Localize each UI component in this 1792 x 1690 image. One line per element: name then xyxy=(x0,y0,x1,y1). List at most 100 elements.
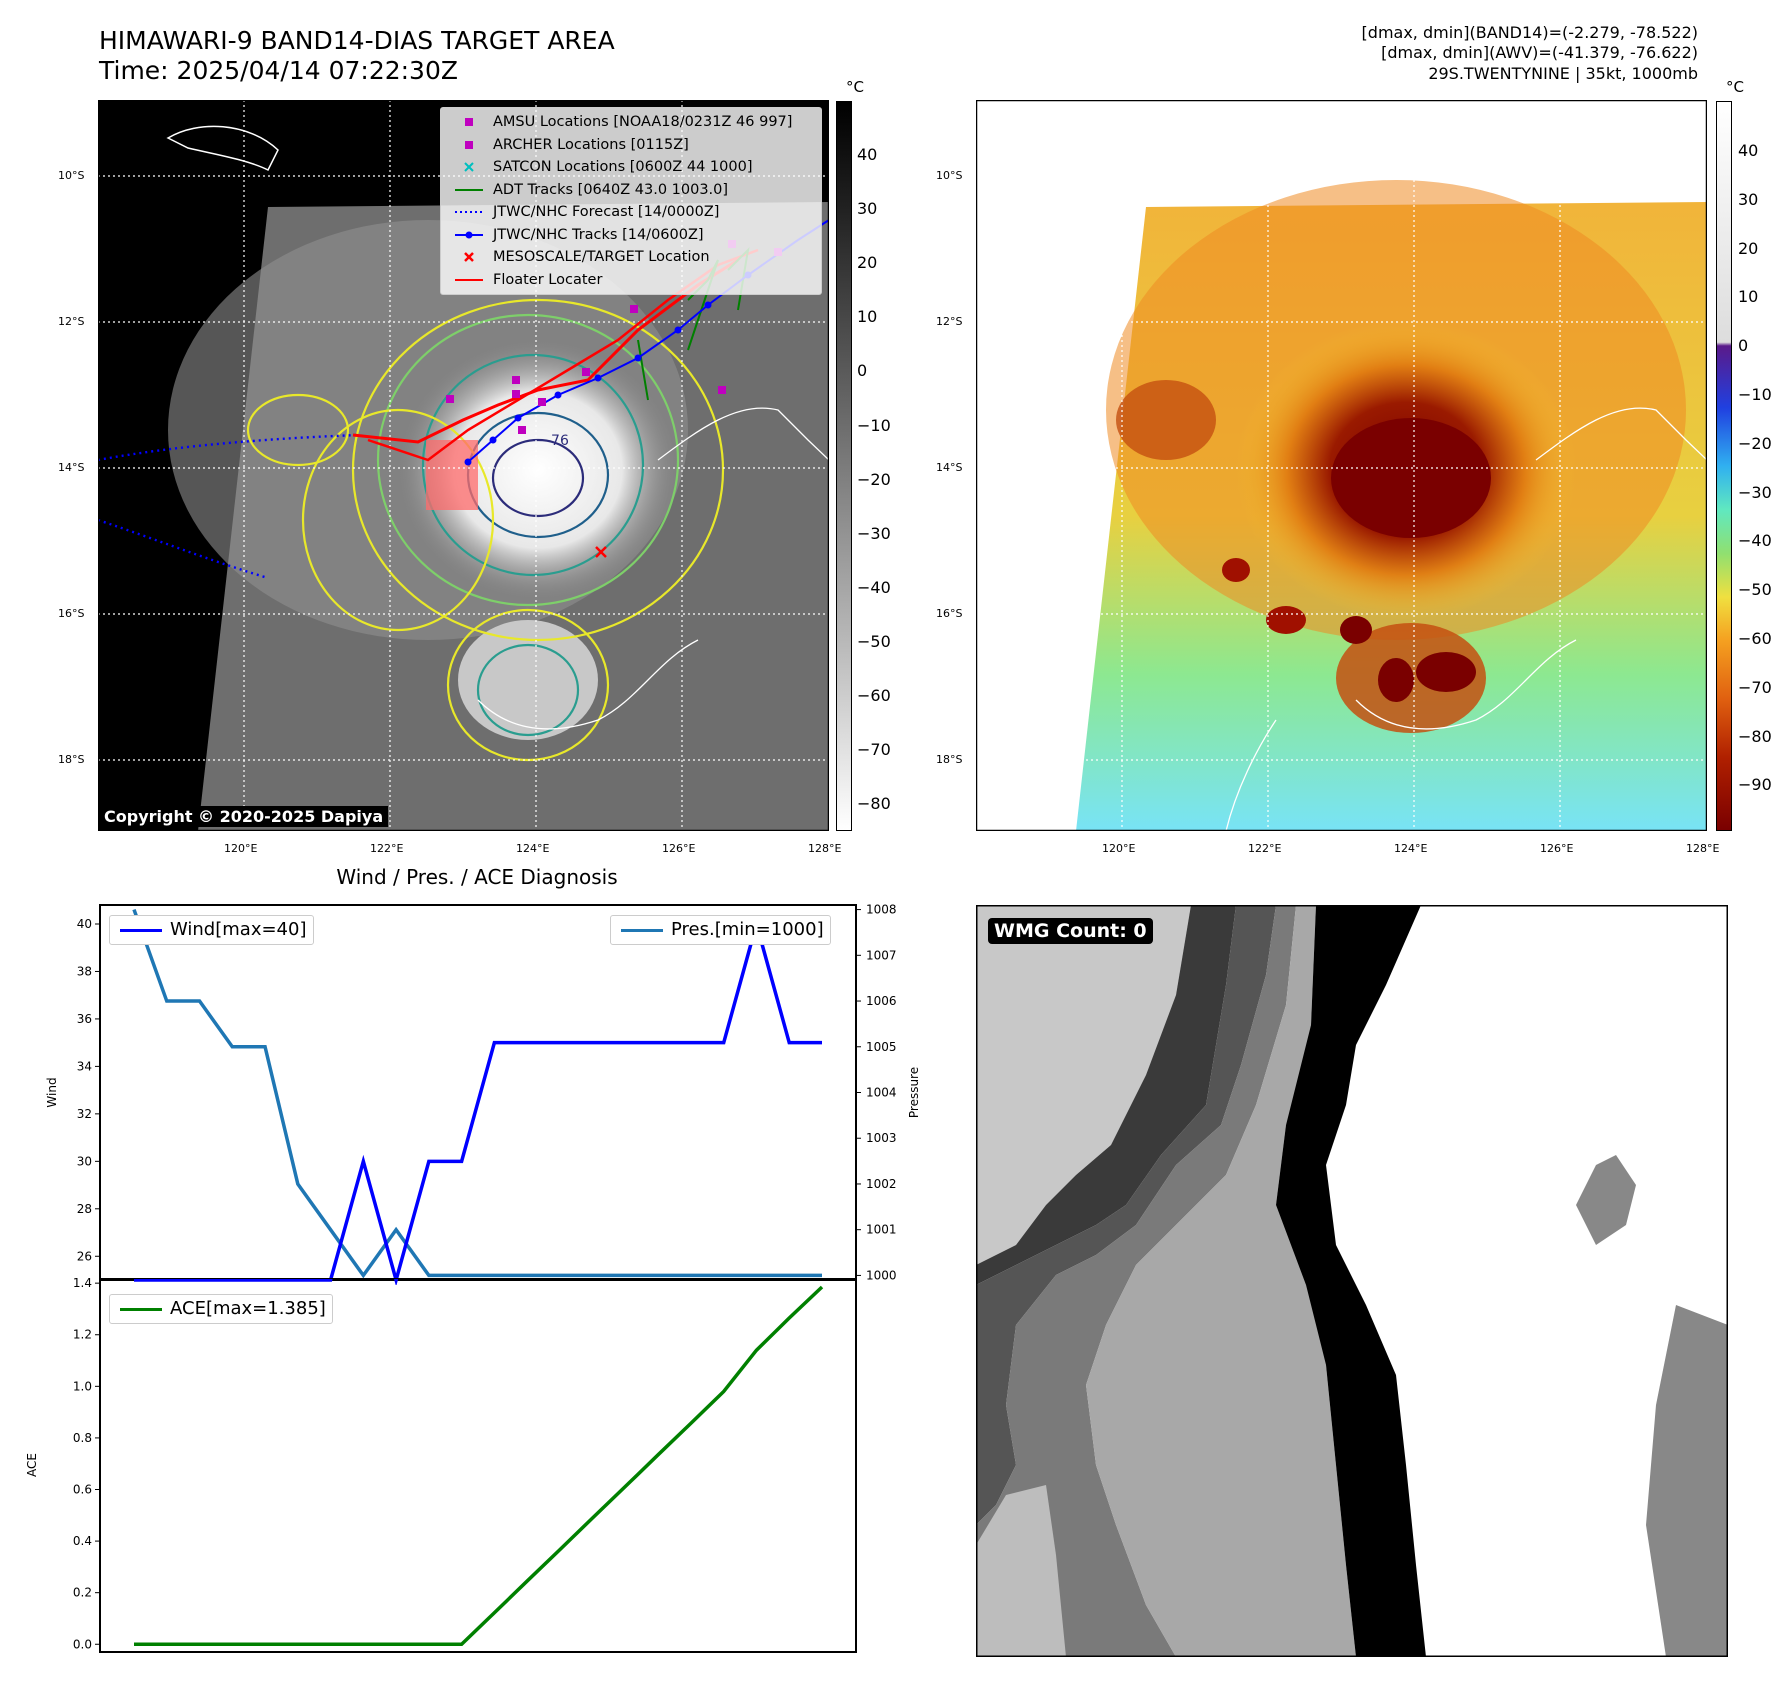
lat-label-16s: 16°S xyxy=(58,607,85,620)
y2-tick-label: 1002 xyxy=(866,1177,897,1191)
plot-frame xyxy=(99,1278,857,1653)
wind-line xyxy=(134,917,822,1285)
colorbar-tick-label: −70 xyxy=(857,740,891,760)
colorbar-tick-label: 20 xyxy=(857,253,878,273)
wind-swatch-icon xyxy=(120,929,162,932)
colorbar-tick-label: −80 xyxy=(857,794,891,814)
colorbar-tick-label: −10 xyxy=(857,415,891,435)
colorbar-tick-label: −20 xyxy=(857,469,891,489)
ace-chart: 1.4 1.2 1.0 0.8 0.6 0.4 0.2 0.0 ACE xyxy=(25,1278,857,1653)
y-tick-label: 1.2 xyxy=(73,1328,92,1342)
info-storm: 29S.TWENTYNINE | 35kt, 1000mb xyxy=(1428,64,1698,83)
y-tick-label: 38 xyxy=(77,964,92,978)
colorbar-tick-label: 10 xyxy=(857,307,878,327)
colorbar-tick-label: 10 xyxy=(1738,287,1759,307)
y-tick-label: 1.0 xyxy=(73,1379,92,1393)
y2-tick-label: 1007 xyxy=(866,948,897,962)
line-marker-icon xyxy=(455,278,483,281)
lon-label-122e: 122°E xyxy=(1248,842,1282,855)
y-tick-label: 30 xyxy=(77,1154,92,1168)
wmg-panel xyxy=(976,905,1728,1657)
legend-amsu: AMSU Locations [NOAA18/0231Z 46 997] xyxy=(441,111,821,134)
colorbar-right-unit: °C xyxy=(1726,78,1744,96)
lon-label-124e: 124°E xyxy=(1394,842,1428,855)
colorbar-tick-label: −10 xyxy=(1738,385,1772,404)
y2-axis-label: Pressure xyxy=(907,1067,921,1118)
pressure-line xyxy=(132,908,822,1279)
colorbar-right xyxy=(1716,101,1732,831)
lat-label-10s: 10°S xyxy=(936,169,963,182)
colorbar-tick-label: 40 xyxy=(1738,141,1759,160)
y2-tick-label: 1001 xyxy=(866,1223,897,1237)
square-marker-icon xyxy=(465,140,473,149)
y2-tick-label: 1000 xyxy=(866,1268,897,1282)
wmg-count-label: WMG Count: 0 xyxy=(988,918,1153,944)
info-band14: [dmax, dmin](BAND14)=(-2.279, -78.522) xyxy=(1361,23,1698,42)
colorbar-tick-label: −70 xyxy=(1738,677,1772,697)
legend-forecast: JTWC/NHC Forecast [14/0000Z] xyxy=(441,201,821,224)
colorbar-left xyxy=(836,101,852,831)
colorbar-tick-label: 30 xyxy=(857,199,878,219)
lon-label-120e: 120°E xyxy=(1102,842,1136,855)
colorbar-tick-label: −20 xyxy=(1738,433,1772,453)
legend-target: MESOSCALE/TARGET Location xyxy=(441,246,821,269)
wind-pressure-chart: 40 38 36 34 32 30 28 26 1008 1007 1006 1005 1004 1003… xyxy=(45,903,921,1285)
y-tick-label: 40 xyxy=(77,917,92,931)
legend-pressure: Pres.[min=1000] xyxy=(610,915,831,945)
plot-frame xyxy=(99,904,857,1281)
y2-tick-label: 1008 xyxy=(866,903,897,917)
y-tick-label: 34 xyxy=(77,1059,92,1073)
y-axis-label: ACE xyxy=(25,1453,39,1477)
y-tick-label: 0.8 xyxy=(73,1431,92,1445)
colorbar-tick-label: 20 xyxy=(1738,238,1759,258)
colorbar-left-unit: °C xyxy=(846,78,864,96)
y-tick-label: 0.4 xyxy=(73,1534,92,1548)
colorbar-tick-label: 30 xyxy=(1738,189,1759,209)
y-tick-label: 28 xyxy=(77,1202,92,1216)
x-marker-icon xyxy=(464,252,474,262)
copyright-label: Copyright © 2020-2025 Dapiya xyxy=(99,806,389,827)
pressure-swatch-icon xyxy=(621,929,663,932)
line-marker-icon xyxy=(455,188,483,191)
y2-tick-label: 1006 xyxy=(866,994,897,1008)
colorbar-tick-label: 40 xyxy=(857,145,878,164)
lat-label-16s: 16°S xyxy=(936,607,963,620)
colorbar-tick-label: −50 xyxy=(1738,580,1772,600)
colorbar-tick-label: −90 xyxy=(1738,775,1772,795)
map-legend: AMSU Locations [NOAA18/0231Z 46 997] ARC… xyxy=(440,107,822,295)
lat-label-12s: 12°S xyxy=(936,315,963,328)
lat-label-18s: 18°S xyxy=(58,753,85,766)
colorbar-tick-label: −30 xyxy=(857,523,891,543)
legend-wind: Wind[max=40] xyxy=(109,915,314,945)
lat-label-12s: 12°S xyxy=(58,315,85,328)
lat-label-18s: 18°S xyxy=(936,753,963,766)
legend-satcon: SATCON Locations [0600Z 44 1000] xyxy=(441,156,821,179)
legend-tracks: JTWC/NHC Tracks [14/0600Z] xyxy=(441,224,821,247)
y-tick-label: 26 xyxy=(77,1249,92,1263)
y2-tick-label: 1004 xyxy=(866,1086,897,1100)
y-tick-label: 0.2 xyxy=(73,1586,92,1600)
legend-floater: Floater Locater xyxy=(441,269,821,292)
colorbar-tick-label: −30 xyxy=(1738,482,1772,502)
info-awv: [dmax, dmin](AWV)=(-41.379, -76.622) xyxy=(1381,43,1698,62)
square-marker-icon xyxy=(465,118,473,126)
y-tick-label: 0.6 xyxy=(73,1483,92,1497)
colorbar-tick-label: −40 xyxy=(1738,531,1772,551)
lon-label-126e: 126°E xyxy=(1540,842,1574,855)
y2-tick-label: 1003 xyxy=(866,1131,897,1145)
legend-adt: ADT Tracks [0640Z 43.0 1003.0] xyxy=(441,179,821,202)
lat-label-14s: 14°S xyxy=(58,461,85,474)
line-dot-icon xyxy=(455,231,483,238)
x-marker-icon xyxy=(464,162,474,172)
chart-title: HIMAWARI-9 BAND14-DIAS TARGET AREA xyxy=(99,26,615,55)
lon-label-128e: 128°E xyxy=(1686,842,1720,855)
colorbar-tick-label: 0 xyxy=(1738,336,1749,356)
y2-tick-label: 1005 xyxy=(866,1040,897,1054)
colorbar-tick-label: −60 xyxy=(1738,629,1772,648)
ace-line xyxy=(134,1285,824,1647)
colorbar-tick-label: 0 xyxy=(857,361,868,381)
y-tick-label: 0.0 xyxy=(73,1637,92,1651)
chart-time: Time: 2025/04/14 07:22:30Z xyxy=(99,56,458,85)
lat-label-14s: 14°S xyxy=(936,461,963,474)
dotted-line-icon xyxy=(455,211,483,213)
